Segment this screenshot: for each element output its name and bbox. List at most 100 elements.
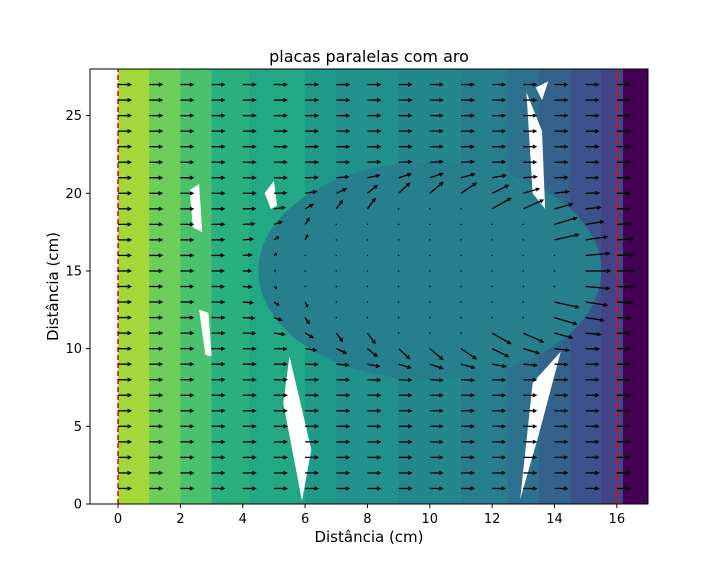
quiver-arrow-head <box>532 159 538 165</box>
quiver-arrow-head <box>314 159 320 165</box>
quiver-arrow <box>522 301 525 303</box>
quiver-arrow <box>211 144 226 149</box>
quiver-arrow-head <box>309 334 315 339</box>
quiver-arrow-head <box>605 286 611 291</box>
quiver-arrow-head <box>572 321 578 326</box>
quiver-arrow-head <box>189 191 195 196</box>
quiver-arrow <box>335 332 344 343</box>
y-tick-label: 10 <box>65 342 82 357</box>
quiver-arrow-head <box>342 349 348 354</box>
quiver-arrow <box>180 206 195 212</box>
quiver-arrow <box>118 113 133 118</box>
quiver-arrow-head <box>501 439 507 445</box>
quiver-arrow-shaft <box>523 200 541 210</box>
quiver-arrow <box>523 408 538 413</box>
quiver-arrow <box>367 113 382 118</box>
quiver-arrow <box>180 284 195 289</box>
quiver-arrow <box>398 408 413 413</box>
quiver-arrow-head <box>252 113 257 118</box>
quiver-arrow <box>305 424 320 429</box>
quiver-arrow <box>616 393 631 398</box>
quiver-arrow <box>180 361 195 367</box>
quiver-arrow-head <box>220 315 226 320</box>
quiver-arrow-head <box>532 128 538 134</box>
quiver-arrow-head <box>221 377 226 382</box>
quiver-arrow <box>211 268 225 274</box>
quiver-arrow-head <box>532 377 538 382</box>
quiver-arrow-head <box>283 175 288 180</box>
quiver-arrow <box>554 393 569 398</box>
quiver-arrow <box>367 486 382 491</box>
quiver-arrow-head <box>565 189 570 195</box>
quiver-arrow <box>554 233 580 241</box>
quiver-arrow-shaft <box>585 301 604 306</box>
quiver-arrow-shaft <box>398 348 408 357</box>
quiver-arrow <box>492 393 507 398</box>
y-tick-label: 5 <box>74 420 82 435</box>
quiver-arrow-head <box>595 362 600 367</box>
quiver-arrow-head <box>278 220 283 225</box>
quiver-arrow-head <box>158 346 164 351</box>
quiver-arrow <box>554 439 569 445</box>
quiver-arrow-head <box>470 439 475 445</box>
quiver-arrow-head <box>563 97 569 103</box>
quiver-arrow <box>211 160 226 165</box>
quiver-arrow <box>336 439 351 445</box>
quiver-arrow <box>554 332 574 340</box>
quiver-arrow <box>180 455 195 460</box>
quiver-arrow-head <box>127 284 133 289</box>
quiver-arrow <box>149 144 164 149</box>
x-tick-label: 2 <box>176 512 184 527</box>
quiver-arrow-head <box>158 424 164 429</box>
quiver-arrow-shaft <box>273 316 280 320</box>
quiver-arrow <box>460 97 475 103</box>
quiver-arrow-head <box>248 252 253 258</box>
quiver-arrow-head <box>221 408 226 413</box>
quiver-arrow-head <box>250 221 256 227</box>
quiver-arrow-head <box>314 128 320 134</box>
quiver-arrow-head <box>127 82 133 87</box>
x-tick-label: 16 <box>609 512 626 527</box>
quiver-arrow-head <box>252 408 257 413</box>
quiver-arrow-head <box>283 113 288 118</box>
quiver-arrow-head <box>342 188 348 193</box>
quiver-arrow <box>492 128 507 134</box>
quiver-arrow-head <box>189 144 195 149</box>
quiver-arrow-head <box>283 128 288 134</box>
quiver-arrow-head <box>626 82 631 87</box>
quiver-arrow-head <box>127 377 133 382</box>
quiver-arrow <box>460 424 475 429</box>
quiver-arrow <box>336 377 351 382</box>
quiver-arrow-shaft <box>335 202 342 210</box>
quiver-arrow-head <box>501 470 507 476</box>
quiver-arrow-head <box>127 330 133 336</box>
quiver-arrow <box>367 82 382 87</box>
quiver-arrow <box>242 470 257 476</box>
quiver-arrow <box>118 470 133 476</box>
quiver-arrow-head <box>626 470 631 476</box>
quiver-arrow <box>366 316 369 319</box>
quiver-arrow <box>460 301 462 303</box>
quiver-arrow <box>149 486 164 491</box>
quiver-arrow <box>491 239 493 241</box>
quiver-arrow <box>585 128 600 134</box>
quiver-arrow-head <box>314 362 319 367</box>
quiver-arrow <box>305 144 320 149</box>
quiver-arrow <box>273 285 278 290</box>
quiver-arrow-head <box>627 315 632 321</box>
quiver-arrow <box>429 270 431 272</box>
quiver-arrow-head <box>439 486 444 491</box>
quiver-arrow <box>492 363 508 369</box>
quiver-arrow-head <box>283 486 288 491</box>
quiver-arrow <box>492 424 507 429</box>
quiver-arrow <box>491 270 493 272</box>
quiver-arrow-head <box>501 408 507 413</box>
quiver-arrow <box>460 144 475 149</box>
quiver-arrow <box>429 128 444 134</box>
quiver-arrow-shaft <box>336 176 346 179</box>
quiver-arrow <box>460 113 475 118</box>
quiver-arrow-head <box>252 470 257 476</box>
quiver-arrow-head <box>595 424 600 429</box>
quiver-arrow <box>118 175 133 180</box>
quiver-arrow <box>273 331 287 337</box>
